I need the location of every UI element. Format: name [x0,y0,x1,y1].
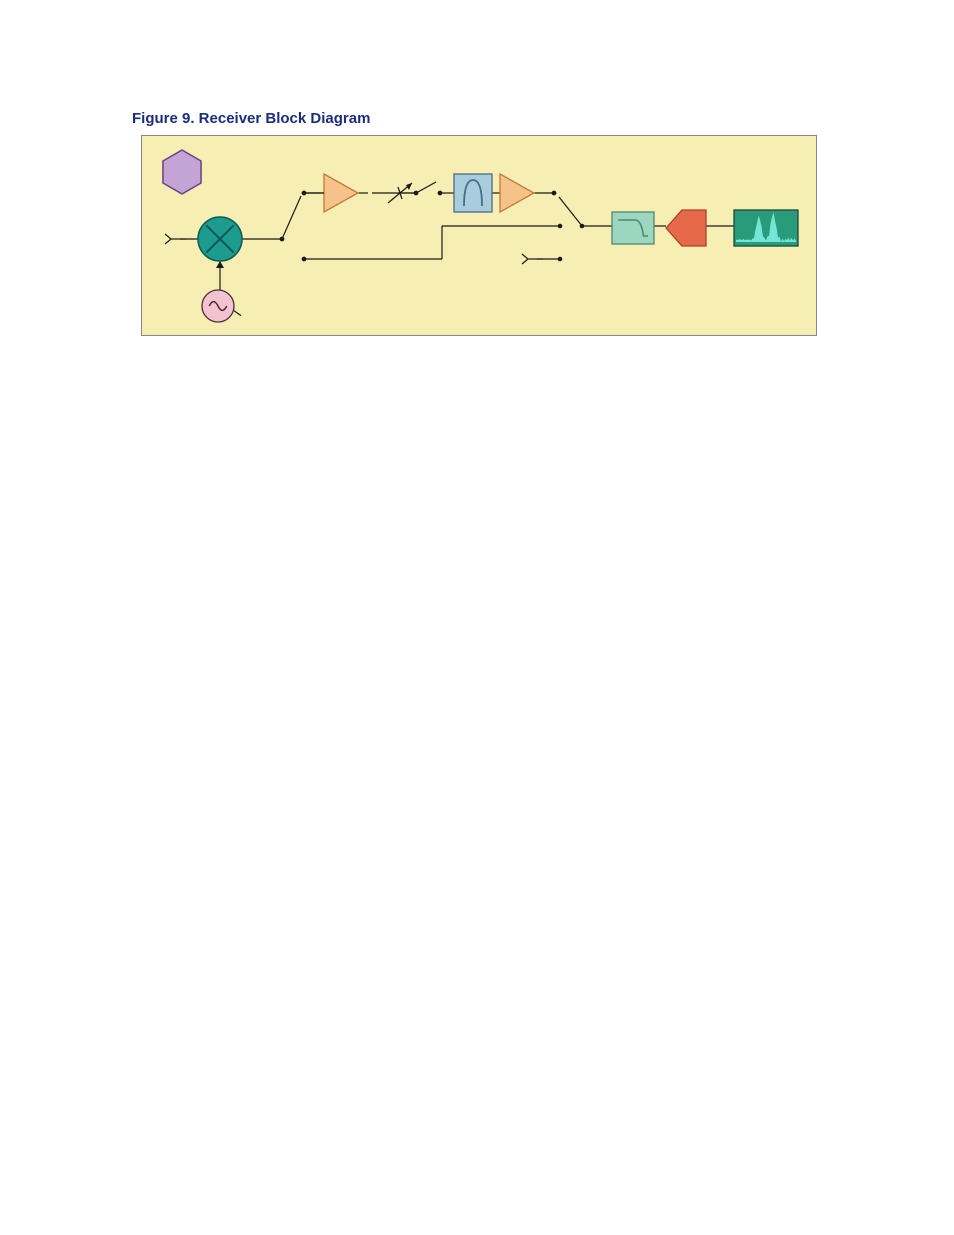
diagram-svg [142,136,816,335]
page: Figure 9. Receiver Block Diagram [0,0,954,1235]
receiver-block-diagram [141,135,817,336]
figure-title: Figure 9. Receiver Block Diagram [132,110,370,127]
